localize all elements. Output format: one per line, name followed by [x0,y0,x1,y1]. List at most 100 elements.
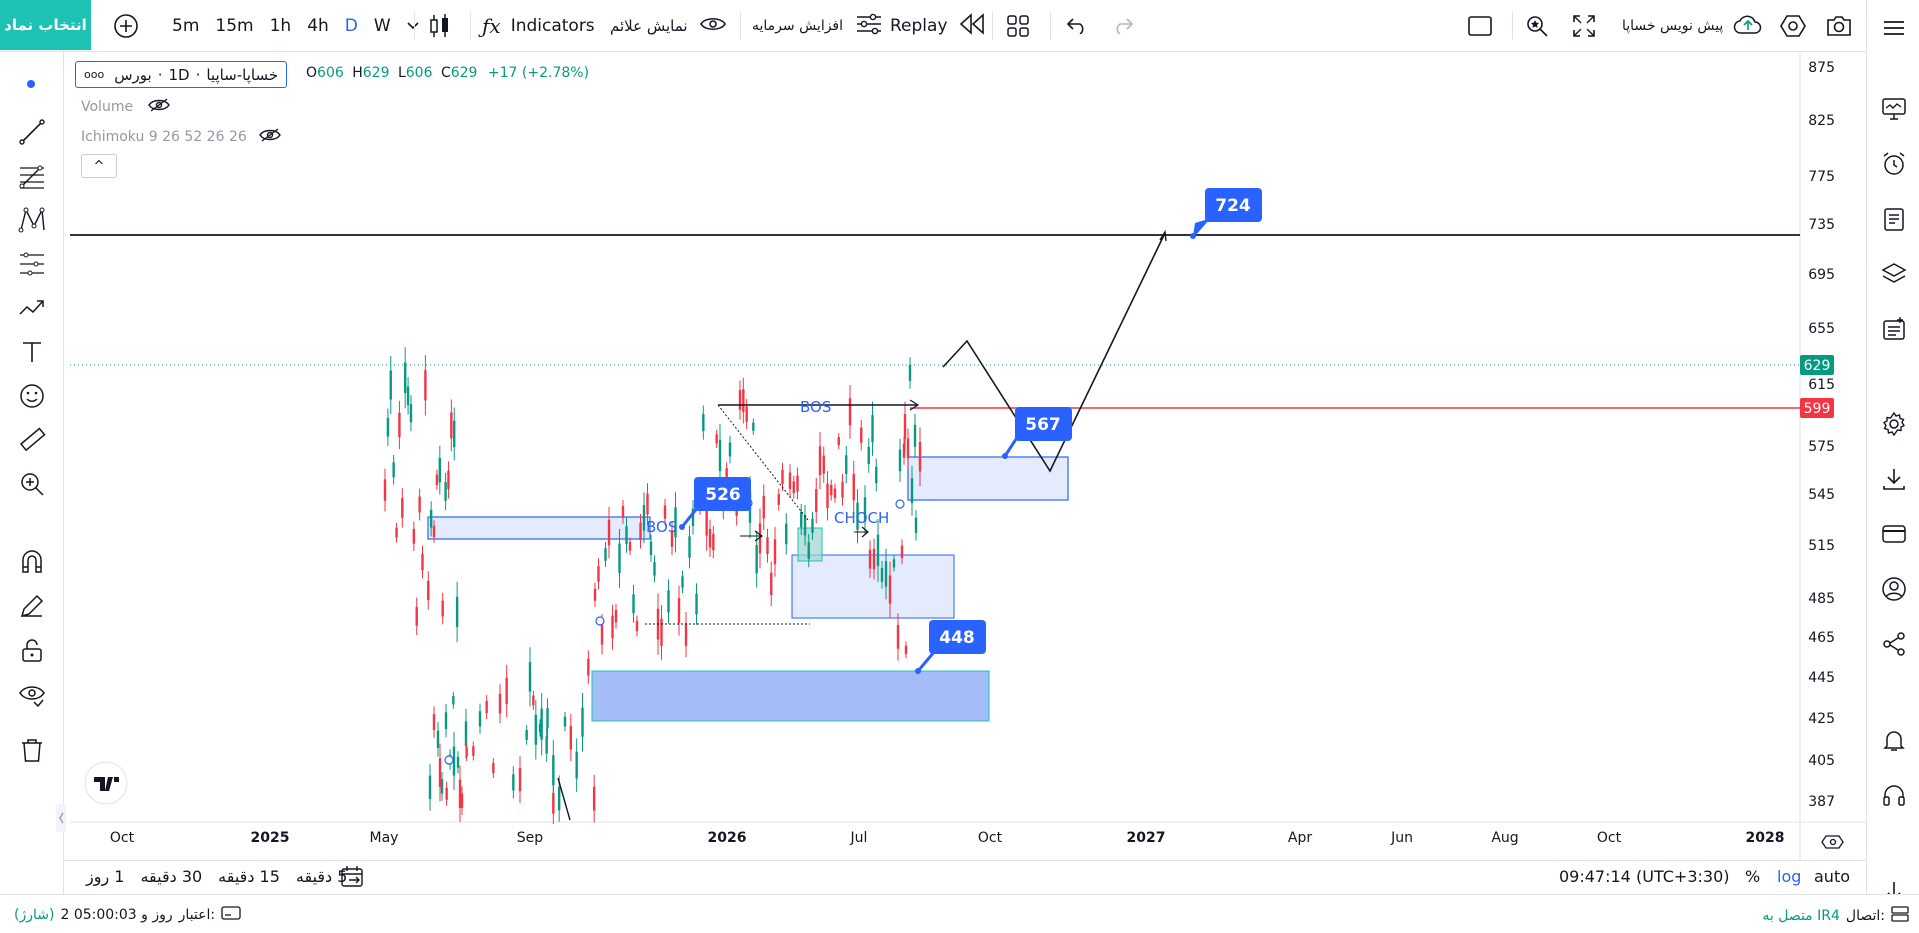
card-icon[interactable] [1881,521,1907,547]
chevron-down-icon[interactable] [399,0,427,52]
candle-body [581,707,584,737]
candle-body [438,457,442,483]
interval-5m[interactable]: 5m [172,16,200,36]
date-range-icon[interactable] [340,865,366,893]
ruler-icon[interactable] [18,426,46,454]
add-symbol-icon[interactable] [112,12,140,45]
candle-body [888,575,892,604]
alarm-clock-icon[interactable] [1881,151,1907,177]
candle-body [892,559,896,568]
collapse-toolbar-handle[interactable] [56,804,66,832]
ichimoku-indicator[interactable]: Ichimoku 9 26 52 26 26 [81,128,282,146]
candle-body [677,598,681,624]
pattern-icon[interactable] [18,206,46,234]
text-tool-icon[interactable] [18,338,46,366]
eye-hidden-icon[interactable] [259,128,282,146]
candle-body [908,365,912,381]
headset-icon[interactable] [1881,782,1907,808]
credit-value: 2 روز و 05:00:03 [60,907,173,923]
fullscreen-box-icon[interactable] [1468,16,1492,41]
eye-hidden-icon[interactable] [147,98,170,116]
arrow-path-icon[interactable] [18,294,46,322]
add-list-icon[interactable] [1881,316,1907,342]
price-chart[interactable]: BOS BOS CHOCH 724 567 526 448 875 825 775 7… [0,0,1866,860]
user-icon[interactable] [1881,576,1907,602]
candle-body [632,594,635,614]
credit-label: اعتبار: [178,907,216,923]
bell-icon[interactable] [1881,727,1907,753]
range-1day[interactable]: 1 روز [86,867,125,886]
legend-separator: · [195,65,201,84]
time-tick-label: Sep [517,830,544,846]
demand-zone-box-main [591,670,990,722]
interval-w[interactable]: W [373,16,391,36]
menu-icon[interactable] [1881,15,1907,41]
show-signals-button[interactable]: نمایش علائم [610,0,726,52]
replay-button[interactable]: Replay [890,0,986,52]
interval-15m[interactable]: 15m [215,16,254,36]
candle-body [389,370,392,400]
drawing-toolbar [0,52,66,900]
redo-icon[interactable] [1112,16,1134,39]
expand-icon[interactable] [1572,14,1596,43]
candle-body [904,645,908,655]
trend-line-icon[interactable] [18,118,46,146]
pencil-lock-icon[interactable] [18,592,46,620]
settings-hexagon-icon[interactable] [1780,13,1806,44]
layout-grid-icon[interactable] [1006,14,1030,43]
trash-icon[interactable] [18,736,46,764]
symbol-select-button[interactable]: انتخاب نماد [0,0,91,50]
gear-icon[interactable] [1881,411,1907,437]
red-price-text: 599 [1804,401,1831,417]
share-icon[interactable] [1881,631,1907,657]
price-tick-label: 485 [1808,591,1835,607]
range-30min[interactable]: 30 دقیقه [140,867,203,886]
collapse-legend-button[interactable]: ^ [81,154,117,178]
candle-body [440,779,444,794]
interval-d[interactable]: D [344,16,358,36]
volume-indicator[interactable]: Volume [81,98,170,116]
auto-toggle[interactable]: auto [1814,867,1851,886]
candle-body [752,422,755,431]
cursor-dot-icon[interactable] [27,80,35,88]
price-tick-label: 575 [1808,439,1835,455]
recharge-link[interactable]: (شارژ) [14,907,55,923]
candle-body [811,518,814,533]
interval-4h[interactable]: 4h [307,16,329,36]
candle-body [421,553,424,571]
candle-body [781,469,784,484]
candle-type-icon[interactable] [428,12,452,45]
unlock-icon[interactable] [18,636,46,664]
candle-body [614,610,618,623]
candle-body [803,515,807,536]
candle-body [815,489,818,513]
symbol-legend[interactable]: ooo بورس · 1D · خساپا-ساپیا [75,61,288,88]
candle-body [447,470,450,490]
layers-icon[interactable] [1881,261,1907,287]
magnet-icon[interactable] [18,548,46,576]
time-tick-label: May [370,830,399,846]
quick-search-icon[interactable] [1524,13,1550,44]
indicators-button[interactable]: ƒx Indicators [482,0,595,52]
camera-icon[interactable] [1826,14,1852,43]
undo-icon[interactable] [1066,16,1088,39]
candle-body [841,481,844,498]
capital-increase-button[interactable]: افزایش سرمایه [752,0,883,52]
range-15min[interactable]: 15 دقیقه [218,867,280,886]
notes-icon[interactable] [1881,206,1907,232]
prediction-icon[interactable] [18,250,46,278]
candle-body [628,541,632,551]
zoom-in-icon[interactable] [18,470,46,498]
watchlist-monitor-icon[interactable] [1881,96,1907,122]
log-toggle[interactable]: log [1777,867,1802,886]
interval-1h[interactable]: 1h [269,16,292,36]
draft-save-button[interactable]: پیش نویس خساپا [1622,0,1763,52]
fib-retracement-icon[interactable] [18,162,46,190]
eye-visibility-icon[interactable] [18,680,46,708]
percent-toggle[interactable]: % [1745,867,1761,886]
current-price-badge [1800,355,1834,375]
download-icon[interactable] [1881,466,1907,492]
candle-body [695,593,698,615]
emoji-icon[interactable] [18,382,46,410]
clock-display[interactable]: 09:47:14 (UTC+3:30) [1559,867,1730,886]
